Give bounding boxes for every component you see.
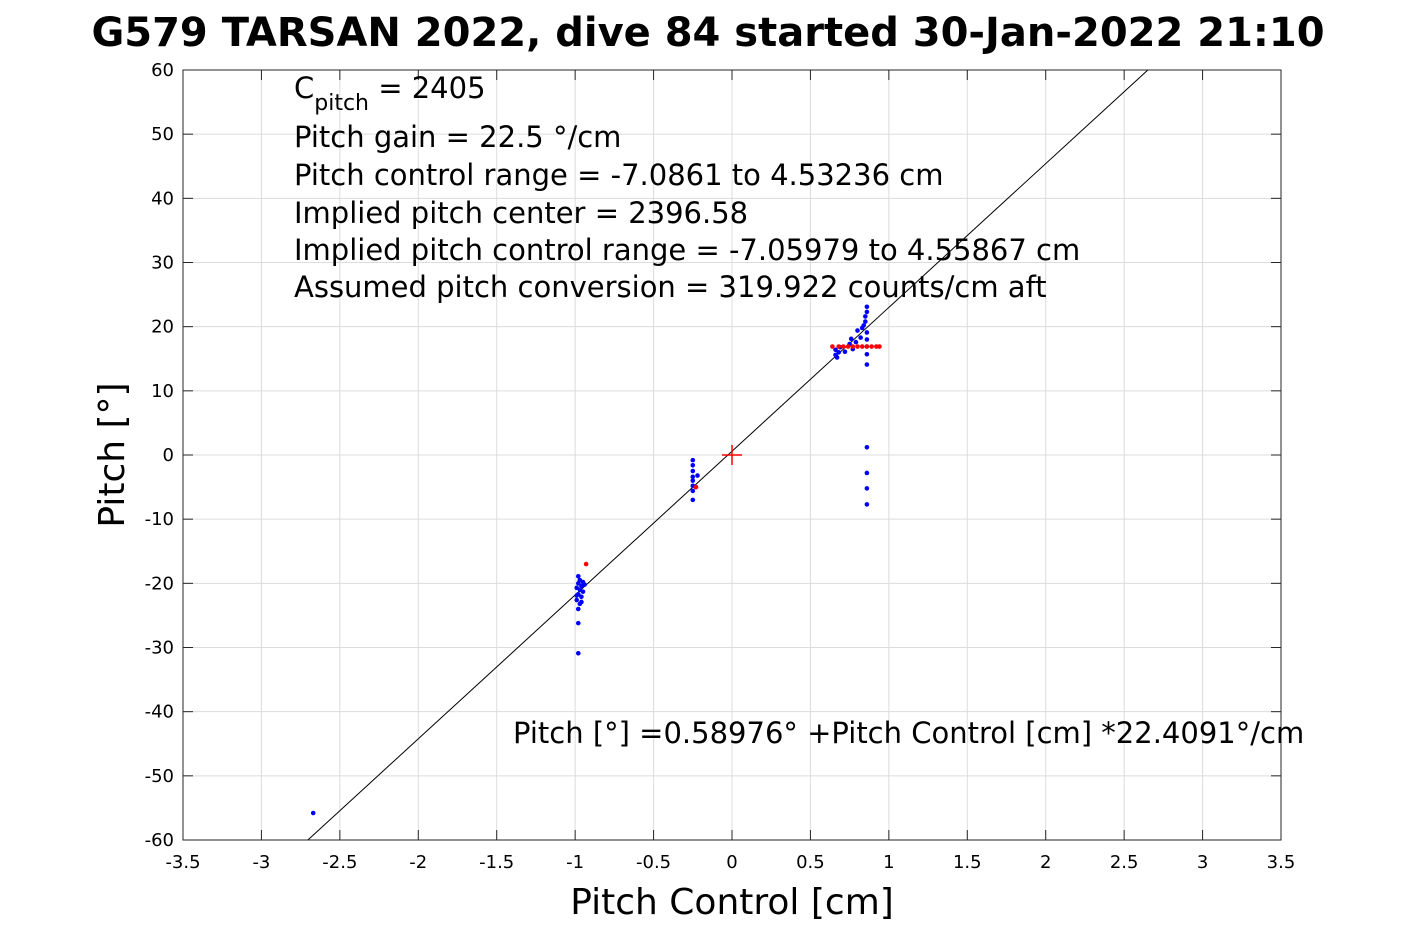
blue-data-point bbox=[864, 470, 870, 476]
y-tick-label: -30 bbox=[145, 638, 174, 659]
y-tick-label: 50 bbox=[151, 124, 174, 145]
y-tick-label: 40 bbox=[151, 188, 174, 209]
y-tick-label: 20 bbox=[151, 317, 174, 338]
red-data-point bbox=[836, 344, 841, 349]
blue-data-point bbox=[575, 606, 581, 612]
y-tick-label: 10 bbox=[151, 381, 174, 402]
blue-data-point bbox=[864, 445, 870, 450]
grid-layer bbox=[182, 69, 1282, 841]
blue-data-point bbox=[575, 620, 581, 626]
blue-data-point bbox=[853, 339, 859, 345]
blue-data-point bbox=[690, 462, 696, 468]
red-data-point bbox=[869, 344, 874, 349]
blue-data-point bbox=[579, 594, 584, 600]
blue-data-point bbox=[864, 309, 870, 315]
x-tick-label: -2.5 bbox=[322, 852, 357, 873]
blue-data-point bbox=[863, 314, 868, 319]
x-tick-label: -3.5 bbox=[165, 852, 200, 873]
tick-layer: -3.5 -3 -2.5 -2 -1.5 -1 -0.5 0 0.5 1 1.5 2 2.5 3 3.5 -6… bbox=[145, 60, 1296, 873]
y-tick-label: -40 bbox=[145, 702, 174, 723]
x-tick-label: -1 bbox=[566, 852, 584, 873]
x-tick-label: -0.5 bbox=[636, 852, 671, 873]
y-axis-label: Pitch [°] bbox=[92, 382, 133, 527]
x-tick-label: 2 bbox=[1040, 852, 1051, 873]
red-data-point bbox=[841, 344, 846, 349]
y-tick-label: -60 bbox=[145, 830, 174, 851]
blue-data-point bbox=[690, 474, 696, 480]
y-tick-label: 0 bbox=[163, 445, 174, 466]
red-data-point bbox=[864, 344, 870, 349]
center-marker-layer bbox=[722, 445, 742, 465]
blue-data-point bbox=[579, 599, 584, 605]
blue-data-point bbox=[690, 488, 696, 494]
red-data-point bbox=[845, 344, 851, 349]
implied-pitch-center-annotation: Implied pitch center = 2396.58 bbox=[294, 196, 748, 230]
red-data-point bbox=[877, 344, 882, 349]
pitch-control-range-annotation: Pitch control range = -7.0861 to 4.53236… bbox=[294, 158, 943, 192]
x-axis-label: Pitch Control [cm] bbox=[570, 882, 894, 923]
blue-data-point bbox=[574, 593, 580, 598]
pitch-conversion-annotation: Assumed pitch conversion = 319.922 count… bbox=[294, 270, 1047, 304]
blue-data-point bbox=[575, 650, 581, 656]
x-tick-label: 1.5 bbox=[953, 852, 982, 873]
blue-data-point bbox=[864, 362, 870, 367]
blue-data-point bbox=[310, 810, 316, 816]
x-tick-label: 0.5 bbox=[796, 852, 825, 873]
blue-data-point bbox=[863, 319, 868, 324]
blue-data-point bbox=[833, 347, 838, 353]
x-tick-label: -1.5 bbox=[479, 852, 514, 873]
blue-data-point bbox=[577, 577, 583, 583]
blue-data-point bbox=[855, 328, 860, 333]
red-data-point bbox=[859, 344, 865, 349]
fit-equation-annotation: Pitch [°] =0.58976° +Pitch Control [cm] … bbox=[513, 716, 1304, 750]
blue-data-point bbox=[574, 597, 580, 603]
blue-data-point bbox=[864, 304, 870, 310]
blue-data-point bbox=[690, 468, 696, 474]
blue-data-point bbox=[695, 473, 700, 478]
blue-data-point bbox=[864, 351, 870, 357]
c-pitch-symbol: C bbox=[294, 71, 314, 105]
chart-title: G579 TARSAN 2022, dive 84 started 30-Jan… bbox=[91, 10, 1324, 56]
c-pitch-subscript: pitch bbox=[314, 91, 369, 116]
x-tick-label: 3.5 bbox=[1267, 852, 1296, 873]
red-data-point bbox=[850, 344, 856, 349]
x-tick-label: -2 bbox=[409, 852, 427, 873]
blue-data-point bbox=[864, 502, 870, 507]
pitch-gain-annotation: Pitch gain = 22.5 °/cm bbox=[294, 120, 621, 154]
blue-data-point bbox=[574, 585, 580, 591]
y-tick-label: 30 bbox=[151, 253, 174, 274]
annotation-block: Cpitch = 2405 Pitch gain = 22.5 °/cm Pit… bbox=[294, 71, 1080, 304]
c-pitch-annotation: Cpitch = 2405 bbox=[294, 71, 486, 116]
red-data-point bbox=[693, 484, 699, 490]
blue-data-point bbox=[833, 352, 838, 358]
x-tick-label: 1 bbox=[883, 852, 894, 873]
x-tick-label: 2.5 bbox=[1110, 852, 1139, 873]
red-data-point bbox=[855, 344, 860, 349]
y-tick-label: -10 bbox=[145, 509, 174, 530]
blue-data-point bbox=[690, 478, 696, 483]
c-pitch-value: = 2405 bbox=[369, 71, 486, 105]
blue-data-point bbox=[575, 573, 581, 579]
blue-data-point bbox=[864, 330, 870, 335]
y-tick-label: -20 bbox=[145, 573, 174, 594]
x-tick-label: 3 bbox=[1197, 852, 1208, 873]
blue-data-point bbox=[690, 457, 696, 463]
blue-data-point bbox=[861, 323, 867, 328]
points-layer bbox=[310, 304, 882, 816]
y-tick-label: -50 bbox=[145, 766, 174, 787]
x-tick-label: -3 bbox=[252, 852, 270, 873]
blue-data-point bbox=[858, 335, 863, 340]
blue-data-point bbox=[690, 497, 696, 503]
blue-data-point bbox=[848, 336, 854, 342]
y-tick-label: 60 bbox=[151, 60, 174, 81]
red-data-point bbox=[830, 344, 835, 349]
blue-data-point bbox=[836, 350, 841, 355]
x-tick-label: 0 bbox=[726, 852, 737, 873]
implied-pitch-range-annotation: Implied pitch control range = -7.05979 t… bbox=[294, 233, 1080, 267]
blue-data-point bbox=[842, 349, 848, 354]
blue-data-point bbox=[864, 486, 870, 491]
blue-data-point bbox=[864, 337, 870, 342]
red-data-point bbox=[583, 561, 589, 567]
